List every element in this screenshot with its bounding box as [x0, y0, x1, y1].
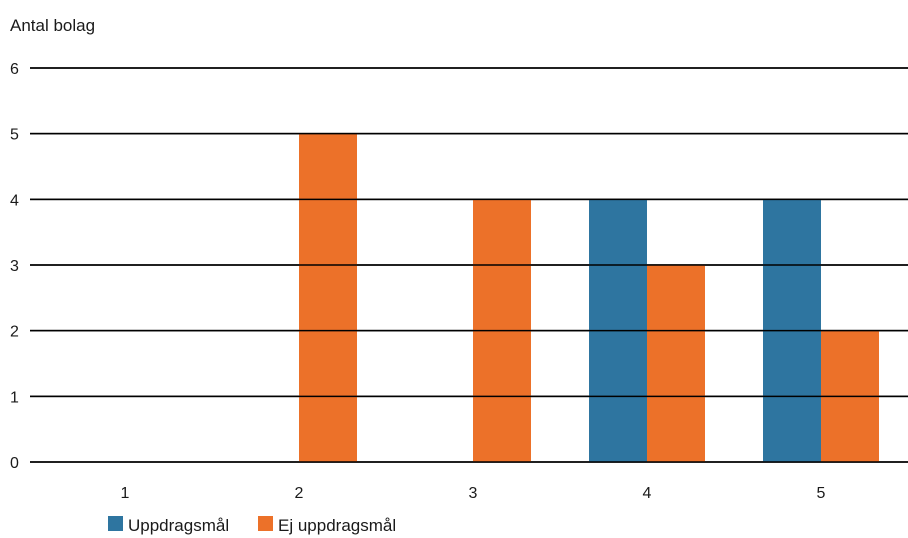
bars	[30, 67, 908, 463]
x-tick-label-3: 3	[469, 485, 478, 502]
x-tick-label-4: 4	[643, 485, 652, 502]
y-tick-label-0: 0	[10, 455, 19, 472]
legend-swatch-ej-uppdragsmal	[258, 516, 273, 531]
legend-label-uppdragsmal: Uppdragsmål	[128, 516, 229, 535]
legend: Uppdragsmål Ej uppdragsmål	[108, 516, 396, 535]
y-tick-label-5: 5	[10, 127, 19, 144]
legend-label-ej-uppdragsmal: Ej uppdragsmål	[278, 516, 396, 535]
bar-ej-uppdragsmal-2	[299, 133, 357, 462]
y-tick-label-1: 1	[10, 389, 19, 406]
y-tick-label-2: 2	[10, 324, 19, 341]
x-tick-label-5: 5	[817, 485, 826, 502]
bar-ej-uppdragsmal-4	[647, 265, 705, 462]
legend-swatch-uppdragsmal	[108, 516, 123, 531]
y-axis-title: Antal bolag	[10, 16, 95, 35]
y-tick-label-3: 3	[10, 258, 19, 275]
y-tick-label-6: 6	[10, 61, 19, 78]
x-tick-label-2: 2	[295, 485, 304, 502]
y-tick-labels: 0 1 2 3 4 5 6	[10, 61, 19, 472]
y-tick-label-4: 4	[10, 192, 19, 209]
x-tick-labels: 1 2 3 4 5	[121, 485, 826, 502]
x-tick-label-1: 1	[121, 485, 130, 502]
